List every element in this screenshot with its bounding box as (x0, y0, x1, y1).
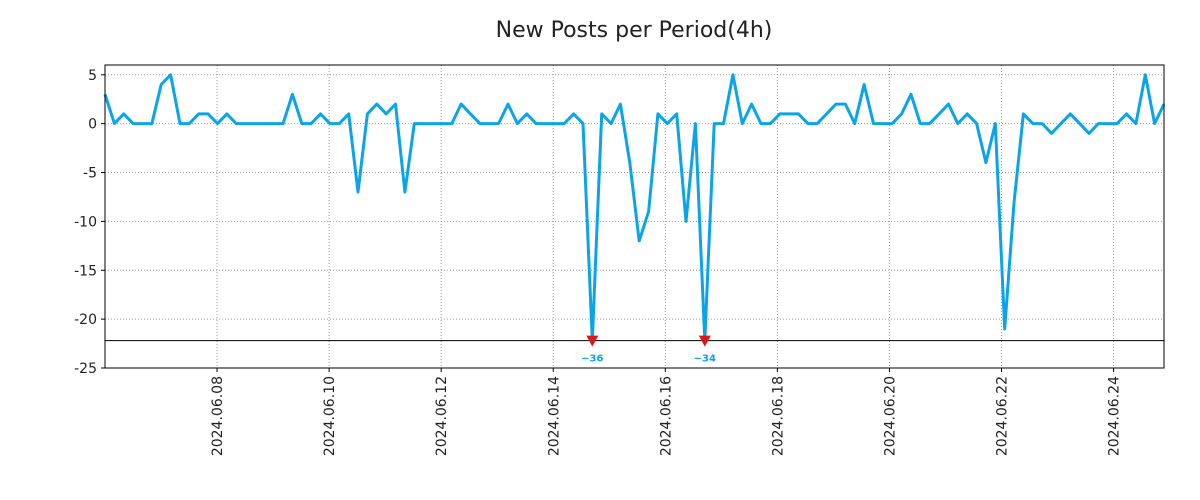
x-tick-label: 2024.06.20 (882, 376, 898, 456)
y-tick-label: -15 (74, 263, 97, 279)
y-tick-label: -20 (74, 312, 97, 328)
chart-title: New Posts per Period(4h) (496, 18, 773, 43)
y-tick-label: -10 (74, 214, 97, 230)
clipped-value-label: −34 (694, 354, 716, 365)
x-tick-label: 2024.06.14 (546, 376, 562, 456)
y-tick-label: -25 (74, 361, 97, 377)
x-tick-label: 2024.06.16 (658, 376, 674, 456)
axis-ticks: 5 0 -5 -10 -15 -20 -25 2024.06.08 2024.06.10 2024… (74, 68, 1122, 456)
clipped-value-marker (586, 335, 599, 347)
y-tick-label: 5 (88, 68, 97, 84)
plot-frame (104, 64, 1165, 369)
x-tick-label: 2024.06.18 (770, 376, 786, 456)
y-tick-label: -5 (83, 166, 97, 182)
x-tick-label: 2024.06.24 (1107, 376, 1123, 456)
series-line-new-posts (103, 73, 1166, 343)
x-tick-label: 2024.06.10 (322, 376, 338, 456)
y-tick-label: 0 (88, 117, 97, 133)
x-tick-label: 2024.06.08 (210, 376, 226, 456)
grid (105, 65, 1164, 368)
x-tick-label: 2024.06.12 (434, 376, 450, 456)
clipped-markers: −36 −34 (581, 335, 716, 365)
x-tick-label: 2024.06.22 (995, 376, 1011, 456)
clipped-value-marker (698, 335, 711, 347)
clipped-value-label: −36 (581, 354, 603, 365)
